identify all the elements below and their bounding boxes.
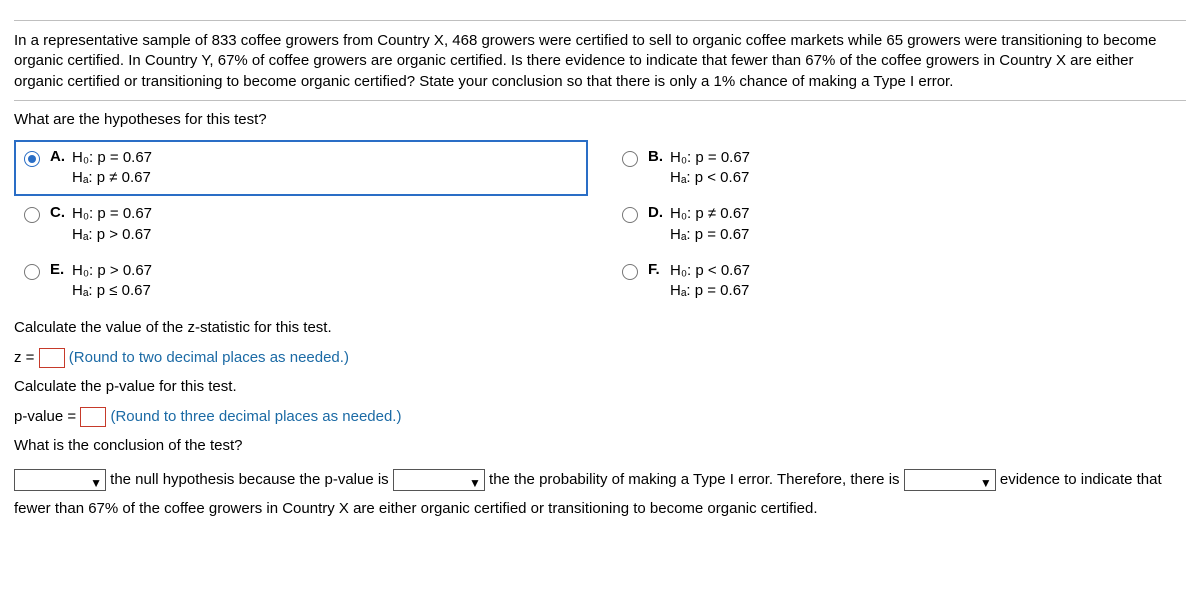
option-b[interactable]: B. H₀: p = 0.67 Hₐ: p < 0.67 xyxy=(612,140,1186,197)
option-body: H₀: p ≠ 0.67 Hₐ: p = 0.67 xyxy=(670,204,750,245)
ha-text: Hₐ: p ≠ 0.67 xyxy=(72,169,151,186)
conclusion-part1: the null hypothesis because the p-value … xyxy=(106,471,393,488)
ha-text: Hₐ: p = 0.67 xyxy=(670,282,749,299)
h0-text: H₀: p = 0.67 xyxy=(72,205,152,222)
option-letter: E. xyxy=(50,261,72,278)
divider-mid xyxy=(14,100,1186,101)
option-e[interactable]: E. H₀: p > 0.67 Hₐ: p ≤ 0.67 xyxy=(14,253,588,310)
option-body: H₀: p = 0.67 Hₐ: p < 0.67 xyxy=(670,148,750,189)
p-line: p-value = (Round to three decimal places… xyxy=(14,407,1186,427)
dropdown-compare[interactable] xyxy=(393,469,485,491)
options-grid: A. H₀: p = 0.67 Hₐ: p ≠ 0.67 B. H₀: p = … xyxy=(14,140,1186,310)
option-d[interactable]: D. H₀: p ≠ 0.67 Hₐ: p = 0.67 xyxy=(612,196,1186,253)
ha-text: Hₐ: p = 0.67 xyxy=(670,226,749,243)
option-c[interactable]: C. H₀: p = 0.67 Hₐ: p > 0.67 xyxy=(14,196,588,253)
conclusion-part2: the the probability of making a Type I e… xyxy=(485,471,904,488)
z-line: z = (Round to two decimal places as need… xyxy=(14,348,1186,368)
p-hint: (Round to three decimal places as needed… xyxy=(110,408,401,425)
radio-f[interactable] xyxy=(622,264,638,280)
dropdown-evidence[interactable] xyxy=(904,469,996,491)
conclusion-sentence: the null hypothesis because the p-value … xyxy=(14,466,1186,523)
h0-text: H₀: p < 0.67 xyxy=(670,262,750,279)
p-prefix: p-value = xyxy=(14,408,80,425)
option-f[interactable]: F. H₀: p < 0.67 Hₐ: p = 0.67 xyxy=(612,253,1186,310)
option-letter: A. xyxy=(50,148,72,165)
radio-b[interactable] xyxy=(622,151,638,167)
option-body: H₀: p = 0.67 Hₐ: p ≠ 0.67 xyxy=(72,148,152,189)
ha-text: Hₐ: p > 0.67 xyxy=(72,226,151,243)
option-letter: D. xyxy=(648,204,670,221)
h0-text: H₀: p > 0.67 xyxy=(72,262,152,279)
z-input[interactable] xyxy=(39,348,65,368)
divider-top xyxy=(14,20,1186,21)
option-letter: C. xyxy=(50,204,72,221)
dropdown-reject[interactable] xyxy=(14,469,106,491)
radio-c[interactable] xyxy=(24,207,40,223)
radio-d[interactable] xyxy=(622,207,638,223)
option-body: H₀: p > 0.67 Hₐ: p ≤ 0.67 xyxy=(72,261,152,302)
problem-statement: In a representative sample of 833 coffee… xyxy=(14,31,1186,92)
option-a[interactable]: A. H₀: p = 0.67 Hₐ: p ≠ 0.67 xyxy=(14,140,588,197)
ha-text: Hₐ: p < 0.67 xyxy=(670,169,749,186)
prompt-zstat: Calculate the value of the z-statistic f… xyxy=(14,319,1186,336)
option-body: H₀: p < 0.67 Hₐ: p = 0.67 xyxy=(670,261,750,302)
option-body: H₀: p = 0.67 Hₐ: p > 0.67 xyxy=(72,204,152,245)
z-prefix: z = xyxy=(14,349,39,366)
z-hint: (Round to two decimal places as needed.) xyxy=(69,349,349,366)
prompt-conclusion: What is the conclusion of the test? xyxy=(14,437,1186,454)
option-letter: F. xyxy=(648,261,670,278)
h0-text: H₀: p = 0.67 xyxy=(72,149,152,166)
prompt-pvalue: Calculate the p-value for this test. xyxy=(14,378,1186,395)
radio-e[interactable] xyxy=(24,264,40,280)
prompt-hypotheses: What are the hypotheses for this test? xyxy=(14,111,1186,128)
option-letter: B. xyxy=(648,148,670,165)
p-input[interactable] xyxy=(80,407,106,427)
ha-text: Hₐ: p ≤ 0.67 xyxy=(72,282,151,299)
h0-text: H₀: p = 0.67 xyxy=(670,149,750,166)
radio-a[interactable] xyxy=(24,151,40,167)
h0-text: H₀: p ≠ 0.67 xyxy=(670,205,750,222)
